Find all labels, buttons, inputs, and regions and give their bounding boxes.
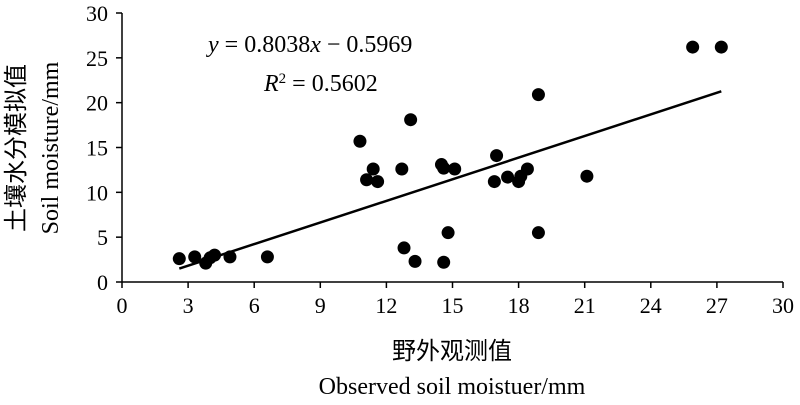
x-axis-title-en: Observed soil moistuer/mm: [319, 374, 586, 400]
y-ticks: 0 5 10 15 20 25 30: [86, 1, 122, 295]
data-point: [580, 169, 594, 183]
x-tick-label: 24: [640, 293, 662, 318]
trendline: [178, 90, 722, 270]
data-point: [520, 162, 534, 176]
data-point: [487, 175, 501, 189]
x-tick-label: 30: [772, 293, 794, 318]
x-ticks: 0 3 6 9 12 15 18 21 24 27 30: [117, 282, 794, 318]
x-tick-label: 15: [442, 293, 464, 318]
r-var: R: [263, 71, 279, 97]
data-point: [437, 161, 451, 175]
data-point: [448, 162, 462, 176]
y-tick-label: 20: [86, 91, 108, 116]
data-point: [360, 173, 374, 187]
data-point: [437, 255, 451, 269]
data-point: [366, 162, 380, 176]
data-point: [172, 252, 186, 266]
x-tick-label: 21: [574, 293, 596, 318]
x-axis-title-cn: 野外观测值: [392, 338, 512, 365]
data-point: [188, 250, 202, 264]
y-tick-label: 0: [97, 270, 108, 295]
eq-coef: = 0.8038: [219, 32, 311, 58]
r-squared: R2 = 0.5602: [263, 71, 378, 97]
eq-x-var: x: [309, 32, 321, 58]
data-point: [531, 88, 545, 102]
data-point: [208, 248, 222, 262]
y-tick-label: 15: [86, 136, 108, 161]
data-point: [441, 226, 455, 240]
data-point: [490, 149, 504, 163]
x-tick-label: 18: [508, 293, 530, 318]
y-tick-label: 30: [86, 1, 108, 26]
x-tick-label: 9: [315, 293, 326, 318]
data-point: [501, 170, 515, 184]
y-tick-label: 5: [97, 225, 108, 250]
y-axis-title-cn: 土壤水分模拟值: [3, 64, 30, 232]
data-point: [260, 250, 274, 264]
x-tick-label: 12: [375, 293, 397, 318]
r-sup: 2: [279, 71, 287, 87]
data-point: [408, 254, 422, 268]
data-point: [395, 162, 409, 176]
data-points: [172, 40, 728, 270]
data-point: [404, 113, 418, 127]
data-point: [686, 40, 700, 54]
data-point: [397, 241, 411, 255]
y-axis-title-en: Soil moisture/mm: [38, 61, 64, 234]
y-tick-label: 25: [86, 46, 108, 71]
x-tick-label: 6: [249, 293, 260, 318]
eq-intercept: − 0.5969: [321, 32, 413, 58]
data-point: [531, 226, 545, 240]
data-point: [353, 134, 367, 148]
data-point: [223, 250, 237, 264]
x-tick-label: 27: [706, 293, 728, 318]
r-value: = 0.5602: [286, 71, 378, 97]
y-tick-label: 10: [86, 180, 108, 205]
eq-y-var: y: [206, 32, 219, 58]
data-point: [714, 40, 728, 54]
data-point: [371, 175, 385, 189]
regression-equation: y = 0.8038x − 0.5969: [206, 32, 412, 58]
x-tick-label: 0: [117, 293, 128, 318]
x-tick-label: 3: [183, 293, 194, 318]
